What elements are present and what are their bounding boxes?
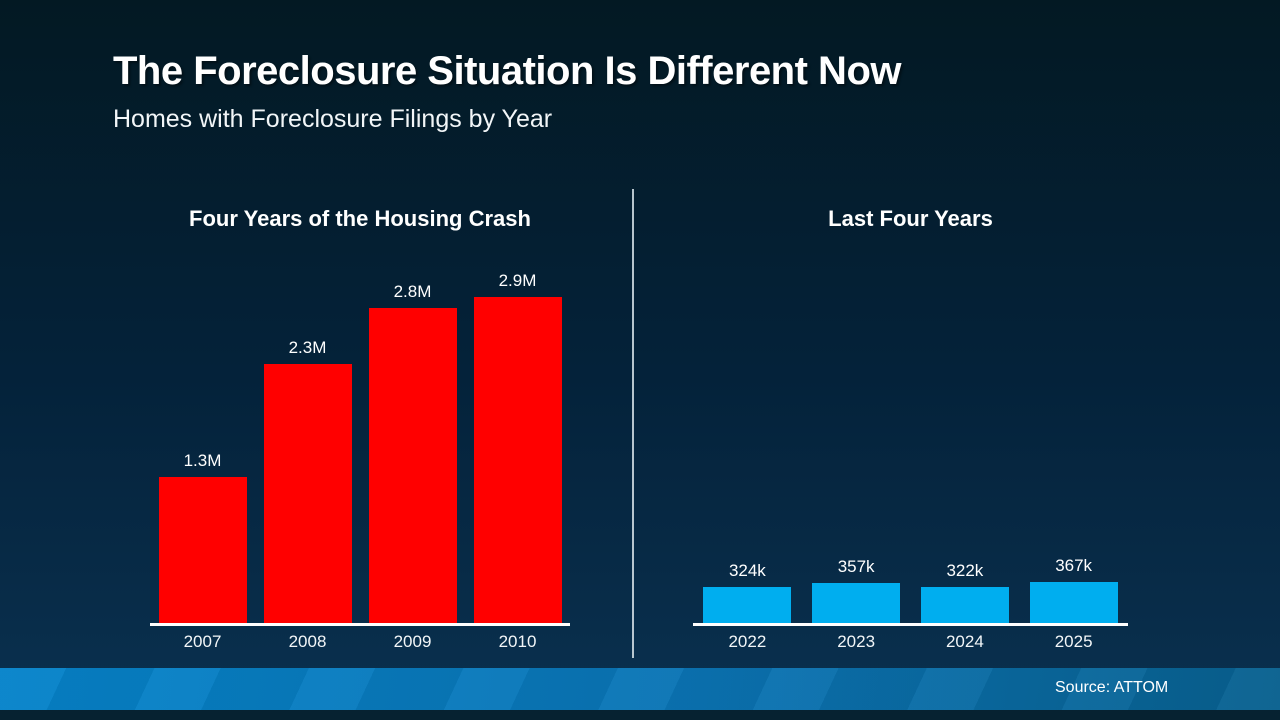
- axis-label-2025: 2025: [1054, 632, 1093, 651]
- axis-label-2024: 2024: [945, 632, 984, 651]
- crash-chart-axis: [150, 623, 570, 626]
- bar-value-label-2009: 2.8M: [393, 282, 432, 301]
- bar-2024: [920, 587, 1009, 623]
- bar-group-2025: 367k: [1019, 268, 1128, 623]
- bar-group-2024: 322k: [911, 268, 1020, 623]
- recent-chart-title: Last Four Years: [828, 206, 993, 231]
- page-title: The Foreclosure Situation Is Different N…: [113, 49, 901, 93]
- axis-label-2022: 2022: [728, 632, 767, 651]
- bar-value-label-2023: 357k: [837, 557, 875, 576]
- bar-group-2007: 1.3M: [150, 268, 255, 623]
- footer-bar: Source: ATTOM: [0, 668, 1280, 710]
- bar-2010: [473, 297, 562, 623]
- bar-group-2010: 2.9M: [465, 268, 570, 623]
- axis-label-2007: 2007: [183, 632, 222, 651]
- bar-value-label-2010: 2.9M: [498, 271, 537, 290]
- crash-chart-plot: 1.3M 2.3M 2.8M 2.9M: [150, 268, 570, 623]
- axis-label-2010: 2010: [498, 632, 537, 651]
- bar-value-label-2007: 1.3M: [183, 451, 222, 470]
- bar-group-2008: 2.3M: [255, 268, 360, 623]
- bar-2023: [812, 583, 901, 623]
- axis-label-2008: 2008: [288, 632, 327, 651]
- axis-label-2023: 2023: [837, 632, 876, 651]
- bar-2008: [263, 364, 352, 623]
- bar-2007: [158, 477, 247, 623]
- crash-chart-year-labels: 2007 2008 2009 2010: [150, 632, 570, 652]
- bar-group-2009: 2.8M: [360, 268, 465, 623]
- bar-2009: [368, 308, 457, 623]
- recent-chart-plot: 324k 357k 322k 367k: [693, 268, 1128, 623]
- bar-value-label-2024: 322k: [946, 561, 984, 580]
- bar-value-label-2008: 2.3M: [288, 338, 327, 357]
- bar-group-2023: 357k: [802, 268, 911, 623]
- footer-bottom-strip: [0, 710, 1280, 720]
- bar-2022: [703, 587, 792, 623]
- page-subtitle: Homes with Foreclosure Filings by Year: [113, 105, 553, 133]
- axis-label-2009: 2009: [393, 632, 432, 651]
- bar-value-label-2025: 367k: [1055, 556, 1093, 575]
- bar-2025: [1029, 582, 1118, 623]
- bar-value-label-2022: 324k: [728, 561, 766, 580]
- crash-chart-title: Four Years of the Housing Crash: [189, 206, 531, 231]
- recent-chart-axis: [693, 623, 1128, 626]
- vertical-divider: [632, 189, 634, 658]
- source-attribution: Source: ATTOM: [1055, 679, 1169, 696]
- bar-group-2022: 324k: [693, 268, 802, 623]
- recent-chart-year-labels: 2022 2023 2024 2025: [693, 632, 1128, 652]
